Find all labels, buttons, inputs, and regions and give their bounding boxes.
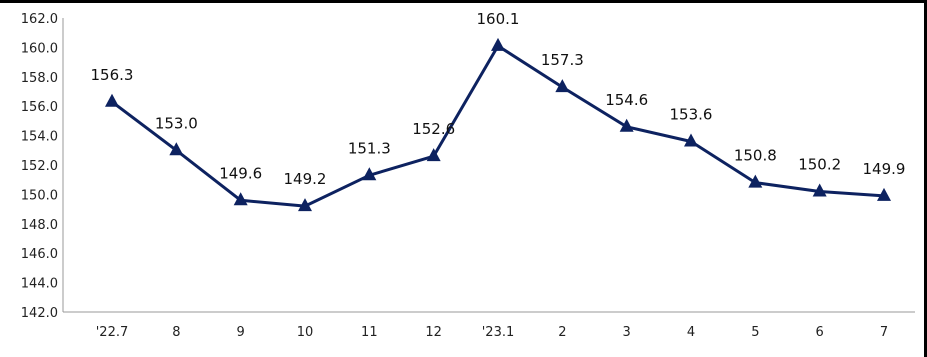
data-point-marker <box>234 192 248 205</box>
x-tick-label: 2 <box>558 325 566 340</box>
data-label: 153.6 <box>670 105 713 123</box>
data-labels: 156.3 153.0 149.6 149.2 151.3 152.6 160.1 157.3… <box>91 10 906 188</box>
y-tick-labels: 142.0 144.0 146.0 148.0 150.0 152.0 154.0 156.0… <box>21 12 58 321</box>
data-label: 157.3 <box>541 51 584 69</box>
x-tick-label: 9 <box>237 325 245 340</box>
x-tick-label: 3 <box>623 325 631 340</box>
data-label: 149.9 <box>863 160 906 178</box>
data-label: 154.6 <box>605 91 648 109</box>
y-tick-label: 156.0 <box>21 100 58 115</box>
x-tick-labels: '22.7 8 9 10 11 12 '23.1 2 3 4 5 6 7 <box>96 325 888 340</box>
y-tick-label: 144.0 <box>21 277 58 292</box>
data-point-marker <box>105 94 119 107</box>
y-tick-label: 154.0 <box>21 130 58 145</box>
data-label: 149.2 <box>284 170 327 188</box>
x-tick-label: 4 <box>687 325 695 340</box>
x-tick-label: '23.1 <box>482 325 515 340</box>
data-label: 149.6 <box>219 164 262 182</box>
y-tick-label: 150.0 <box>21 188 58 203</box>
x-tick-label: 11 <box>361 325 378 340</box>
y-tick-label: 162.0 <box>21 12 58 27</box>
data-label: 156.3 <box>91 66 134 84</box>
x-tick-label: 10 <box>297 325 314 340</box>
x-tick-label: 12 <box>425 325 442 340</box>
y-tick-label: 152.0 <box>21 159 58 174</box>
y-tick-label: 142.0 <box>21 306 58 321</box>
data-label: 152.6 <box>412 120 455 138</box>
y-tick-label: 158.0 <box>21 71 58 86</box>
y-tick-label: 148.0 <box>21 218 58 233</box>
x-tick-label: 7 <box>880 325 888 340</box>
y-tick-label: 146.0 <box>21 247 58 262</box>
x-tick-label: 6 <box>816 325 824 340</box>
data-label: 151.3 <box>348 139 391 157</box>
data-point-marker <box>169 142 183 155</box>
x-tick-label: '22.7 <box>96 325 129 340</box>
data-label: 153.0 <box>155 114 198 132</box>
chart-frame-top <box>0 0 927 3</box>
x-tick-label: 5 <box>751 325 759 340</box>
y-tick-label: 160.0 <box>21 41 58 56</box>
data-label: 160.1 <box>477 10 520 28</box>
data-point-marker <box>491 38 505 51</box>
data-label: 150.8 <box>734 147 777 165</box>
data-label: 150.2 <box>798 155 841 173</box>
x-tick-label: 8 <box>172 325 180 340</box>
